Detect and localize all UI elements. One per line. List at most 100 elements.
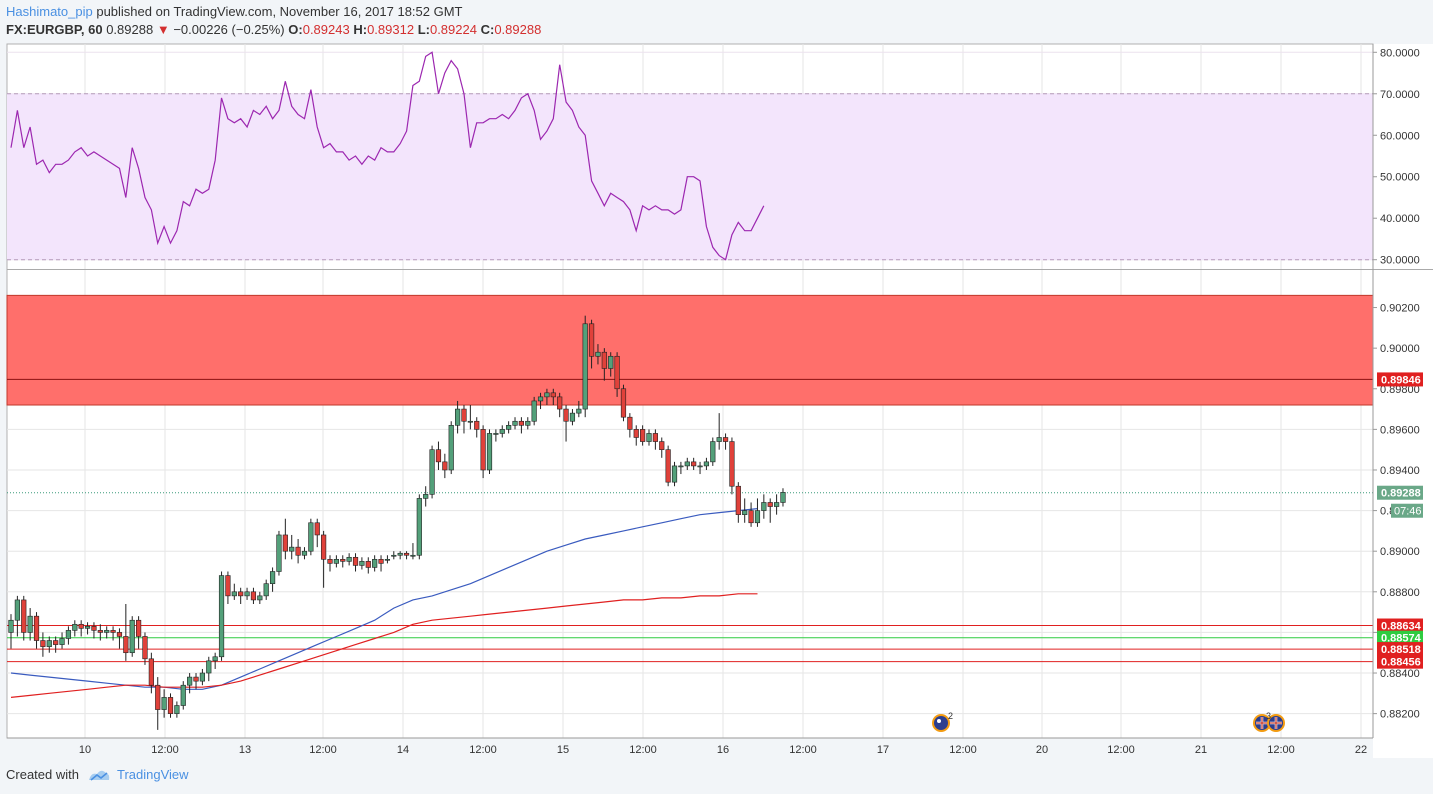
candle-body [14, 599, 20, 621]
candle-body [206, 660, 212, 674]
candle [576, 400, 582, 418]
x-tick-label: 12:00 [309, 744, 337, 756]
candle-body [397, 552, 403, 556]
candle [652, 429, 658, 450]
candle [582, 315, 588, 418]
candle-body [742, 510, 748, 515]
price-tick-label: 0.90000 [1380, 343, 1420, 355]
candle [59, 632, 65, 649]
chart-header: Hashimato_pip published on TradingView.c… [6, 3, 541, 39]
candle-body [754, 510, 761, 524]
candle [352, 553, 359, 572]
candle-body [665, 449, 671, 483]
candle-body [333, 559, 339, 564]
chart-footer: Created with TradingView [6, 767, 189, 782]
candle [78, 620, 84, 637]
candle-body [104, 630, 110, 633]
price-tick-label: 0.89800 [1380, 384, 1420, 396]
high-value: 0.89312 [367, 22, 415, 37]
candle [8, 614, 14, 649]
candle-body [467, 420, 473, 423]
candle [397, 551, 403, 560]
candle-body [410, 554, 416, 557]
candle [557, 392, 563, 418]
candle-body [582, 323, 588, 410]
candle [123, 603, 129, 661]
candle [250, 587, 257, 604]
candle [595, 344, 601, 365]
candle-body [72, 623, 78, 631]
low-value: 0.89224 [429, 22, 477, 37]
candle-body [691, 461, 697, 467]
candle [435, 441, 442, 470]
x-tick-label: 12:00 [949, 744, 977, 756]
candle [174, 701, 180, 718]
x-tick-label: 20 [1036, 744, 1048, 756]
candle-body [442, 461, 448, 471]
candle [601, 348, 607, 381]
tradingview-link[interactable]: TradingView [87, 767, 189, 782]
candle-body [716, 437, 722, 442]
countdown-bg [1391, 503, 1423, 518]
candle [684, 457, 690, 470]
candle [748, 502, 754, 527]
candle [423, 486, 429, 507]
candle-body [576, 408, 582, 414]
candle-body [321, 534, 327, 560]
x-tick-label: 17 [877, 744, 889, 756]
candle [620, 384, 627, 422]
candle-body [537, 396, 544, 402]
candle [116, 628, 123, 649]
level-price-label-bg [1377, 654, 1423, 669]
candle [486, 429, 493, 475]
candle-body [646, 433, 652, 442]
candle [289, 534, 295, 560]
candle [646, 429, 652, 446]
candle [448, 421, 454, 475]
rsi-tick-label: 50.0000 [1380, 172, 1420, 184]
rsi-tick-label: 80.0000 [1380, 47, 1420, 59]
candle-body [633, 429, 639, 438]
candle-body [225, 575, 231, 597]
candle-body [697, 465, 703, 468]
candle-body [40, 640, 46, 647]
candle [416, 494, 422, 560]
publish-info: published on TradingView.com, November 1… [96, 4, 463, 19]
candle-body [601, 351, 607, 369]
x-tick-label: 12:00 [469, 744, 497, 756]
candle-body [461, 408, 467, 422]
candle-body [652, 433, 658, 442]
candle [493, 429, 499, 442]
candle [314, 518, 320, 548]
zone-price-label: 0.89846 [1381, 374, 1421, 386]
candle [691, 457, 697, 470]
candle-body [684, 461, 690, 467]
candle [308, 518, 314, 556]
candle-body [722, 437, 729, 442]
candle [372, 555, 378, 572]
level-price-label: 0.88634 [1381, 621, 1422, 633]
candle-body [454, 408, 461, 426]
candle [46, 636, 52, 653]
rsi-tick-label: 60.0000 [1380, 130, 1420, 142]
candle-body [301, 550, 308, 556]
candle [780, 488, 786, 507]
candle-body [365, 561, 371, 568]
candle-body [544, 392, 550, 398]
candle-body [289, 546, 295, 552]
candle-body [391, 554, 397, 557]
candle-body [480, 429, 486, 471]
candle [697, 461, 703, 475]
candle-body [238, 591, 244, 597]
candle [569, 409, 576, 426]
candle [148, 652, 154, 694]
author-link[interactable]: Hashimato_pip [6, 4, 93, 19]
candle [212, 652, 218, 669]
candle-body [78, 623, 84, 629]
candle-body [116, 632, 123, 637]
candle [391, 551, 397, 560]
candle [716, 413, 722, 450]
candle-body [263, 583, 269, 597]
candle-body [627, 416, 633, 430]
